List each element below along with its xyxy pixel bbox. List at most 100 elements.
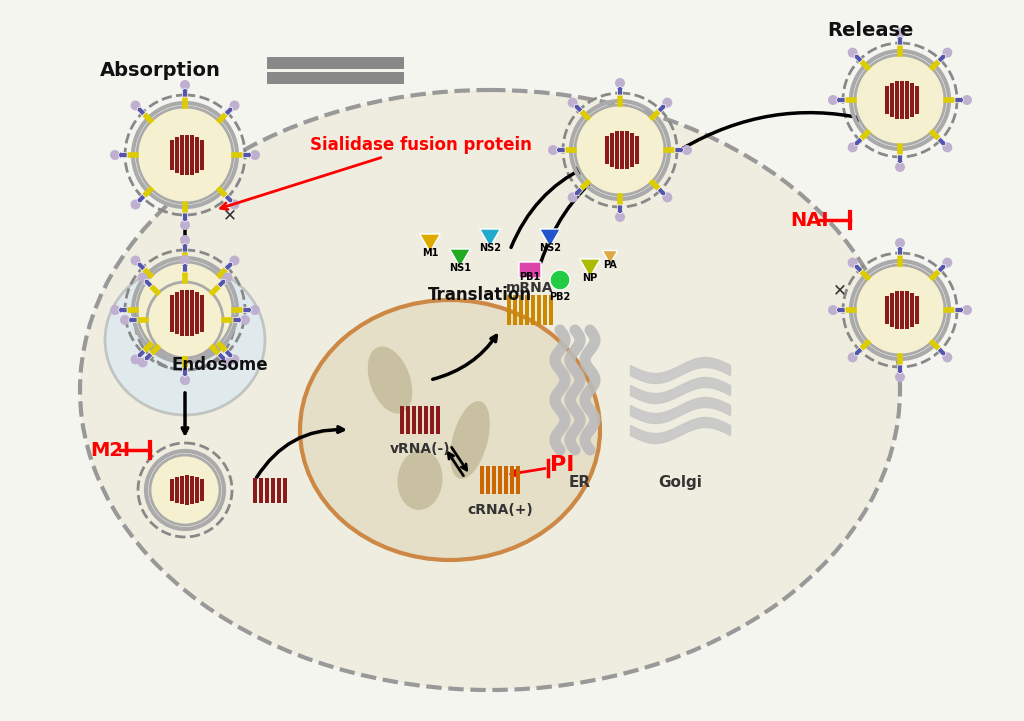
Circle shape (548, 145, 558, 155)
FancyArrow shape (217, 352, 226, 361)
Bar (915, 296, 919, 324)
Bar (283, 477, 287, 503)
Circle shape (942, 48, 952, 58)
Bar (498, 466, 502, 494)
Bar (278, 477, 281, 503)
FancyArrow shape (896, 246, 904, 255)
Circle shape (250, 150, 260, 160)
Text: PB2: PB2 (549, 292, 570, 302)
Bar (180, 476, 184, 505)
Circle shape (150, 455, 220, 525)
Bar (610, 133, 614, 167)
Bar (265, 477, 269, 503)
Bar (910, 293, 914, 327)
Text: M2I: M2I (90, 441, 130, 459)
Bar (895, 291, 899, 329)
Bar (507, 295, 511, 325)
FancyArrow shape (181, 263, 189, 272)
Circle shape (147, 282, 223, 358)
Text: NP: NP (583, 273, 598, 283)
FancyArrow shape (854, 54, 863, 63)
FancyArrow shape (181, 368, 189, 377)
Bar (537, 295, 541, 325)
Bar (910, 83, 914, 117)
Bar (200, 295, 204, 324)
Bar (253, 477, 257, 503)
Circle shape (848, 142, 858, 152)
Circle shape (855, 55, 945, 145)
Circle shape (663, 97, 673, 107)
Circle shape (229, 355, 240, 365)
FancyArrow shape (896, 36, 904, 45)
Ellipse shape (368, 346, 413, 414)
FancyArrow shape (224, 107, 233, 116)
Circle shape (895, 162, 905, 172)
Bar (486, 466, 490, 494)
Bar (436, 406, 440, 434)
Bar (185, 475, 189, 505)
Circle shape (895, 372, 905, 382)
FancyArrow shape (137, 349, 145, 358)
Bar (513, 295, 517, 325)
FancyArrow shape (574, 187, 583, 196)
Circle shape (550, 270, 570, 290)
FancyArrow shape (955, 306, 964, 314)
FancyArrow shape (217, 279, 226, 288)
Ellipse shape (451, 401, 489, 479)
Text: vRNA(-): vRNA(-) (390, 442, 451, 456)
Text: NS2: NS2 (539, 243, 561, 253)
Bar (905, 291, 909, 329)
Text: Absorption: Absorption (99, 61, 220, 79)
FancyArrow shape (137, 262, 145, 271)
Text: Golgi: Golgi (658, 475, 701, 490)
Bar (885, 86, 889, 114)
FancyArrow shape (128, 316, 137, 324)
Bar (543, 295, 547, 325)
Bar (915, 86, 919, 114)
Bar (170, 309, 174, 332)
Bar (900, 291, 904, 329)
Text: cRNA(+): cRNA(+) (467, 503, 532, 517)
Ellipse shape (300, 300, 600, 560)
FancyArrow shape (896, 365, 904, 374)
FancyArrow shape (657, 187, 666, 196)
Circle shape (110, 150, 120, 160)
Bar (180, 136, 184, 174)
Ellipse shape (397, 450, 442, 510)
Bar (504, 466, 508, 494)
Circle shape (180, 80, 190, 90)
Circle shape (120, 315, 130, 325)
FancyArrow shape (616, 86, 624, 95)
FancyArrow shape (937, 347, 946, 356)
FancyArrow shape (937, 264, 946, 273)
Circle shape (962, 95, 972, 105)
Bar (412, 406, 416, 434)
FancyArrow shape (144, 352, 153, 361)
Circle shape (180, 375, 190, 385)
FancyArrow shape (137, 194, 145, 203)
FancyArrow shape (854, 347, 863, 356)
Circle shape (962, 305, 972, 315)
Bar (549, 295, 553, 325)
Circle shape (130, 255, 140, 265)
FancyArrow shape (118, 306, 127, 314)
Bar (430, 406, 434, 434)
FancyArrow shape (675, 146, 684, 154)
FancyArrow shape (181, 368, 189, 377)
Circle shape (130, 200, 140, 210)
FancyArrow shape (181, 213, 189, 222)
FancyArrow shape (937, 54, 946, 63)
Circle shape (180, 375, 190, 385)
Text: PA: PA (603, 260, 616, 270)
Circle shape (137, 262, 233, 358)
Circle shape (229, 100, 240, 110)
Text: NAI: NAI (790, 211, 828, 229)
FancyArrow shape (854, 137, 863, 146)
Circle shape (615, 78, 625, 88)
Circle shape (848, 48, 858, 58)
Bar (185, 135, 189, 175)
Text: PI: PI (550, 455, 574, 475)
Bar (200, 309, 204, 332)
Bar (175, 477, 179, 503)
Bar (170, 479, 174, 501)
